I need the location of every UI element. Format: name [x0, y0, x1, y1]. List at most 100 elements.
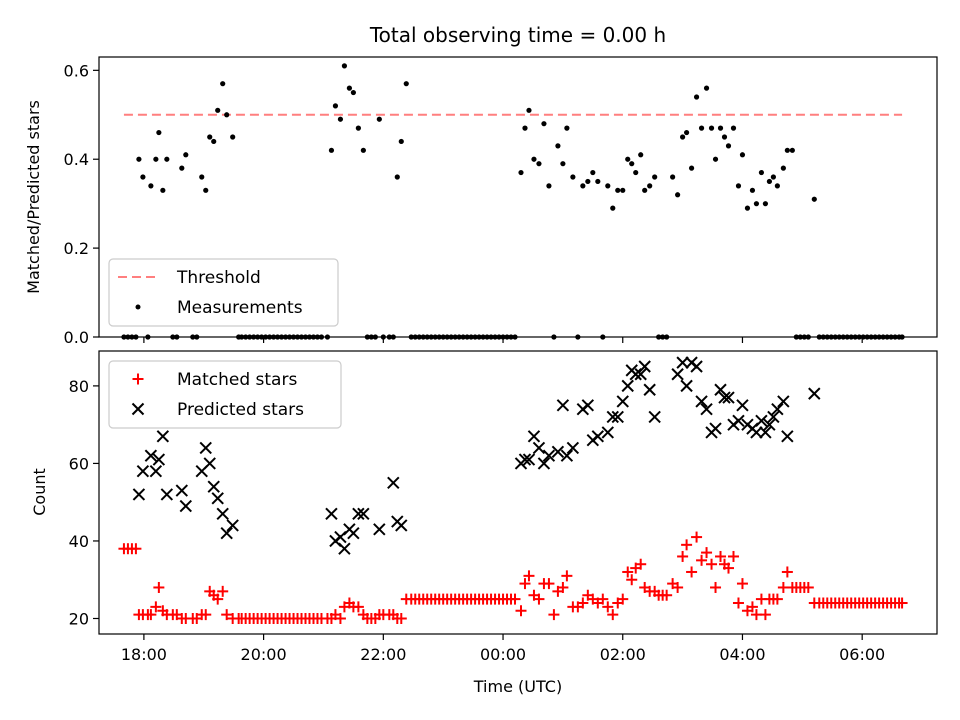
- predicted-star-point: [160, 488, 174, 501]
- measurement-point: [774, 183, 780, 189]
- matched-star-point: [715, 550, 727, 562]
- ratio-y-tick-label: 0.2: [64, 239, 89, 258]
- count-y-tick-label: 60: [69, 454, 89, 473]
- matched-star-point: [395, 612, 407, 624]
- matched-star-point: [334, 612, 346, 624]
- predicted-star-point: [638, 360, 651, 373]
- measurement-point: [647, 183, 653, 189]
- measurement-point: [403, 81, 409, 87]
- predicted-star-point: [373, 523, 386, 536]
- measurement-point: [638, 152, 644, 158]
- measurement-point: [203, 187, 209, 193]
- measurement-point: [546, 183, 552, 189]
- matched-star-point: [130, 543, 142, 555]
- figure-title: Total observing time = 0.00 h: [369, 23, 666, 47]
- predicted-star-point: [179, 499, 192, 513]
- predicted-star-point: [542, 449, 556, 462]
- measurement-point: [199, 174, 205, 180]
- measurement-point: [642, 187, 648, 193]
- legend-matched-marker: [132, 373, 144, 385]
- measurement-point: [580, 183, 586, 189]
- predicted-star-point: [395, 519, 408, 532]
- predicted-star-point: [338, 542, 351, 555]
- predicted-star-point: [175, 484, 189, 497]
- legend-predicted-marker: [131, 402, 145, 416]
- measurement-point: [536, 161, 542, 167]
- matched-star-point: [722, 562, 734, 574]
- matched-star-point: [727, 550, 739, 562]
- x-tick-label: 06:00: [839, 645, 885, 664]
- count-y-tick-label: 20: [69, 609, 89, 628]
- matched-star-point: [802, 581, 814, 593]
- predicted-star-point: [648, 410, 661, 424]
- predicted-star-point: [347, 526, 360, 540]
- measurement-point: [789, 147, 795, 153]
- matched-star-point: [221, 609, 233, 621]
- predicted-star-point: [591, 430, 605, 443]
- x-tick-label: 00:00: [480, 645, 526, 664]
- measurement-point: [717, 125, 724, 131]
- measurement-point: [725, 143, 732, 149]
- count-y-tick-label: 80: [69, 377, 89, 396]
- predicted-star-point: [352, 507, 365, 521]
- ratio-y-axis-label: Matched/Predicted stars: [24, 100, 43, 294]
- predicted-star-point: [750, 426, 763, 439]
- measurement-point: [708, 125, 715, 131]
- matched-star-point: [217, 585, 229, 597]
- x-tick-label: 18:00: [121, 645, 167, 664]
- matched-star-point: [677, 550, 689, 562]
- predicted-star-point: [132, 488, 146, 501]
- predicted-star-point: [736, 399, 749, 412]
- predicted-star-point: [759, 426, 772, 439]
- predicted-star-point: [643, 383, 656, 396]
- legend-threshold-label: Threshold: [176, 268, 261, 288]
- matched-star-point: [577, 597, 589, 609]
- matched-star-point: [691, 531, 703, 543]
- measurement-point: [136, 156, 142, 162]
- predicted-star-point: [387, 476, 400, 490]
- measurement-point: [526, 107, 532, 113]
- matched-star-point: [200, 609, 212, 621]
- measurement-point: [758, 169, 765, 176]
- measurement-point: [555, 143, 561, 149]
- predicted-star-point: [763, 418, 776, 431]
- predicted-star-point: [518, 453, 532, 466]
- legend-measurements-swatch: [135, 304, 141, 310]
- ratio-panel: 0.0 0.2 0.4 0.6 Matched/Predicted stars Thr…: [24, 56, 938, 347]
- matched-star-point: [557, 581, 569, 593]
- matched-star-point: [523, 570, 535, 582]
- measurement-point: [394, 174, 400, 180]
- matched-star-point: [617, 593, 629, 605]
- predicted-star-point: [566, 441, 580, 455]
- measurement-point: [531, 156, 537, 162]
- measurement-point: [590, 169, 596, 176]
- predicted-star-point: [220, 526, 233, 540]
- predicted-star-point: [357, 507, 370, 521]
- matched-star-point: [543, 578, 555, 590]
- measurement-point: [560, 161, 566, 167]
- matched-star-point: [732, 597, 744, 609]
- predicted-star-point: [152, 453, 166, 466]
- measurement-point: [153, 156, 159, 162]
- matched-star-point: [602, 601, 614, 613]
- count-panel: 20 40 60 80 18:00 20:00 22:00 00:00 02:00 04:00 06…: [30, 350, 938, 696]
- predicted-star-point: [216, 507, 229, 521]
- legend-predicted-swatch: [131, 402, 145, 416]
- ratio-legend-box: [108, 258, 339, 327]
- x-tick-label: 20:00: [241, 645, 287, 664]
- matched-star-point: [896, 597, 908, 609]
- measurement-point: [766, 178, 773, 185]
- predicted-star-point: [732, 414, 745, 427]
- measurement-point: [224, 112, 230, 118]
- matched-star-point: [759, 609, 771, 621]
- matched-star-point: [622, 566, 634, 578]
- count-y-tick-label: 40: [69, 532, 89, 551]
- predicted-star-point: [203, 457, 216, 470]
- count-legend: Matched stars Predicted stars: [108, 360, 342, 429]
- predicted-star-point: [551, 445, 565, 459]
- predicted-star-point: [676, 356, 689, 369]
- measurement-point: [744, 205, 751, 211]
- matched-star-point: [548, 609, 560, 621]
- predicted-star-point: [556, 399, 570, 412]
